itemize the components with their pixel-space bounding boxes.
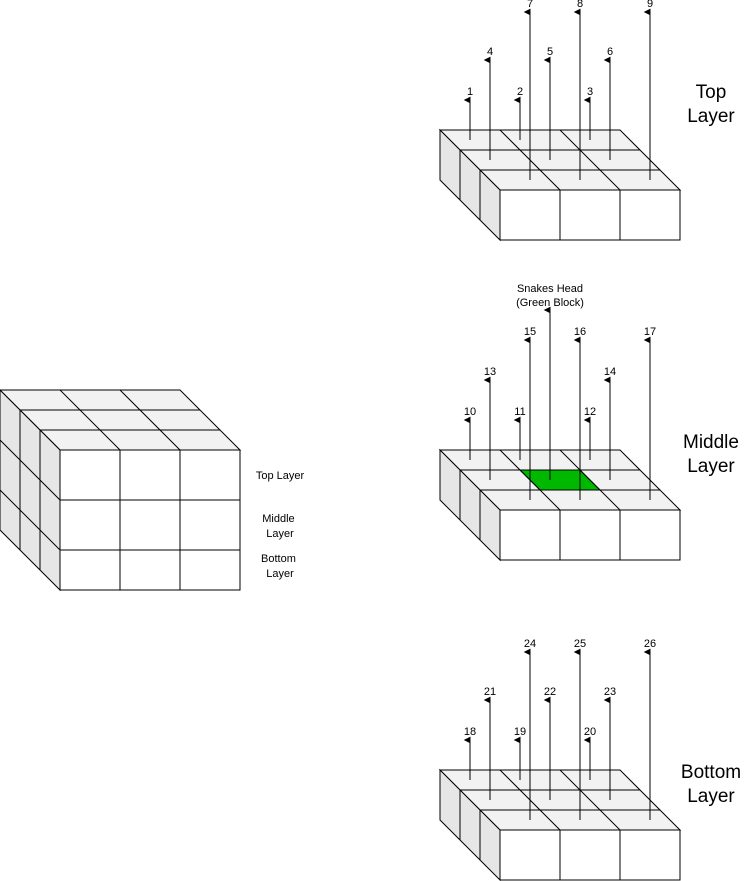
position-number-19: 19 [514,726,526,738]
position-number-5: 5 [547,46,553,58]
position-number-26: 26 [644,638,656,650]
position-number-24: 24 [524,638,536,650]
position-number-22: 22 [544,686,556,698]
position-number-17: 17 [644,326,656,338]
slab-front-face [499,829,681,881]
position-number-3: 3 [587,86,593,98]
position-number-20: 20 [584,726,596,738]
position-number-6: 6 [607,46,613,58]
cube-label-top-layer: Top Layer [256,470,305,482]
layer-slab-middle: 10 11 12 13 14 15 16 17 Snakes Head (Green Block)… [438,283,739,562]
layer-title-top: Top Layer [687,82,735,127]
layer-slab-top: 1 2 3 4 5 6 7 8 9 Top Layer [438,0,735,242]
cube-front-face [59,449,241,591]
position-number-25: 25 [574,638,586,650]
layer-title-bottom: Bottom Layer [681,762,741,807]
position-number-11: 11 [514,406,525,418]
position-number-4: 4 [487,46,493,58]
cube-label-bottom-layer: Bottom Layer [261,553,299,580]
slab-grid-line [559,769,621,831]
slab-grid-line [559,449,621,511]
position-number-13: 13 [484,366,496,378]
position-number-18: 18 [464,726,476,738]
full-cube: Top Layer Middle Layer Bottom Layer [0,389,305,592]
position-number-12: 12 [584,406,596,418]
position-number-21: 21 [484,686,496,698]
slab-front-face [499,509,681,561]
layer-slab-bottom: 18 19 20 21 22 23 24 25 26 Bottom Layer [438,638,741,881]
position-number-14: 14 [604,366,616,378]
layer-title-middle: Middle Layer [683,432,739,477]
slab-grid-line [559,129,621,191]
position-number-2: 2 [517,86,523,98]
snake-head-label: Snakes Head (Green Block) [516,283,584,309]
slab-front-face [499,189,681,241]
cube-label-middle-layer: Middle Layer [262,513,297,540]
position-number-9: 9 [647,0,653,10]
position-number-10: 10 [464,406,476,418]
position-number-23: 23 [604,686,616,698]
position-number-1: 1 [467,86,473,98]
position-number-16: 16 [574,326,586,338]
position-number-8: 8 [577,0,583,10]
position-number-15: 15 [524,326,536,338]
position-number-7: 7 [527,0,533,10]
